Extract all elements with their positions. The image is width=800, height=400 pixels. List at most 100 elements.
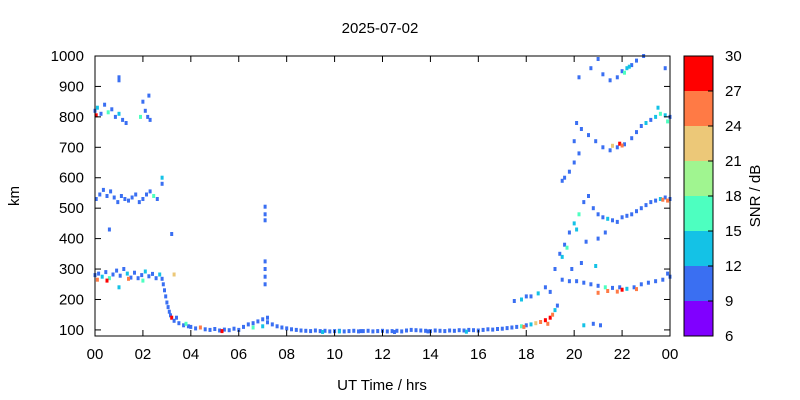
data-point [266,315,269,320]
data-point [548,289,552,294]
data-point [486,327,490,332]
plot-frame [94,55,671,337]
data-point [536,291,540,296]
data-point [582,200,586,205]
data-point [620,69,624,74]
data-point [141,197,145,201]
data-point [520,324,523,329]
data-point [565,245,569,250]
data-point [572,139,576,144]
data-point [591,206,595,211]
colorbar-segment [684,161,713,196]
data-point [285,326,289,331]
data-point [553,308,557,313]
data-point [524,294,528,299]
data-point [263,204,267,209]
data-point [560,178,564,183]
data-point [635,130,638,135]
data-point [551,312,555,317]
data-point [639,206,643,211]
data-point [567,230,571,235]
data-point [323,328,327,333]
y-tick-label: 800 [59,109,84,126]
data-point [577,75,581,80]
data-point [385,329,389,334]
x-axis-ticks: 00 02 04 06 08 10 12 14 16 18 20 22 00 [87,56,678,363]
data-point [161,282,165,287]
colorbar-segment [684,231,713,266]
data-point [548,315,552,320]
data-point [194,326,198,331]
data-point [237,327,241,332]
data-point [158,272,162,277]
data-point [137,200,141,205]
data-point [95,105,99,110]
data-point [424,328,428,333]
data-point [649,200,653,205]
data-point [164,294,168,299]
data-point [222,327,226,332]
data-point [589,282,593,287]
snr-colorbar: 6 9 12 15 18 21 24 27 30 [683,48,742,345]
y-axis-ticks: 100 200 300 400 500 600 700 800 900 1000 [51,48,670,339]
data-point [589,66,593,71]
data-point [553,267,557,271]
data-point [601,145,605,150]
data-point [242,324,245,329]
data-point [627,64,631,69]
data-point [294,327,298,332]
data-point [182,323,186,328]
y-axis-label: km [6,186,23,206]
data-point [618,285,622,290]
data-point [599,323,602,328]
data-point [438,328,442,333]
x-tick-label: 06 [230,346,247,363]
data-point [625,213,629,218]
data-point [591,321,595,326]
data-point [666,119,670,124]
y-tick-label: 600 [59,170,84,187]
data-point [160,181,164,186]
data-point [443,329,447,334]
data-point [632,285,636,290]
x-tick-label: 22 [614,346,631,363]
data-point [481,327,485,332]
data-point [596,236,600,241]
data-point [639,282,643,287]
data-point [625,66,629,71]
data-point [99,111,103,116]
data-point [654,114,658,119]
data-point [620,287,624,292]
colorbar-segment [684,91,713,126]
data-point [111,272,115,277]
data-point [452,328,456,333]
data-point [615,219,619,224]
data-point [611,285,614,290]
data-point [290,327,293,332]
data-point [572,160,576,165]
data-point [644,121,648,125]
data-point [172,318,176,323]
data-point [620,215,624,220]
data-point [107,276,111,281]
data-point [155,197,159,201]
data-point [175,315,178,320]
data-point [524,323,528,328]
data-point [575,227,579,232]
data-point [594,264,598,268]
x-tick-label: 20 [566,346,583,363]
data-point [154,276,158,281]
data-point [546,321,550,326]
data-point [110,107,114,112]
y-tick-label: 900 [59,78,84,95]
data-point [555,303,559,308]
data-point [663,66,667,71]
data-point [615,289,619,294]
data-point [172,272,176,277]
data-point [448,328,452,333]
data-point [117,78,121,83]
data-point [603,285,607,290]
colorbar-tick-label: 27 [725,83,742,100]
data-point [160,175,164,180]
data-point [134,192,138,197]
